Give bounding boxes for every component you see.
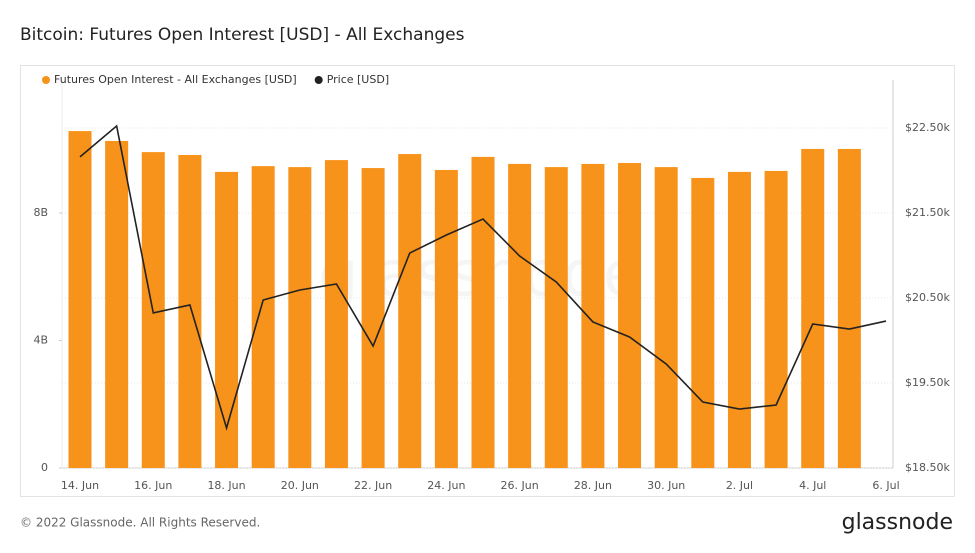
- x-tick-label: 30. Jun: [647, 479, 685, 492]
- x-tick-label: 4. Jul: [799, 479, 826, 492]
- y2-tick-label: $22.50k: [905, 121, 950, 134]
- x-tick-label: 24. Jun: [427, 479, 465, 492]
- legend-marker: [42, 76, 50, 84]
- bar: [68, 131, 92, 469]
- bar: [471, 156, 495, 468]
- y2-tick-label: $20.50k: [905, 291, 950, 304]
- bar: [105, 140, 129, 468]
- bar: [178, 154, 202, 469]
- y2-tick-label: $21.50k: [905, 206, 950, 219]
- bar: [251, 166, 275, 469]
- bar: [508, 163, 532, 468]
- bar: [654, 167, 678, 468]
- y2-tick-label: $18.50k: [905, 461, 950, 474]
- bar: [434, 169, 458, 468]
- x-tick-label: 26. Jun: [501, 479, 539, 492]
- x-tick-label: 18. Jun: [207, 479, 245, 492]
- y-tick-label: 4B: [33, 334, 48, 347]
- y2-tick-label: $19.50k: [905, 376, 950, 389]
- y-tick-label: 0: [41, 461, 48, 474]
- brand-logo: glassnode: [842, 510, 953, 535]
- bar: [215, 171, 239, 468]
- bar: [581, 163, 605, 468]
- bar: [544, 167, 568, 468]
- chart-title: Bitcoin: Futures Open Interest [USD] - A…: [20, 25, 465, 45]
- bar: [801, 148, 825, 468]
- legend-marker: [314, 76, 323, 84]
- bar: [691, 177, 715, 468]
- x-tick-label: 28. Jun: [574, 479, 612, 492]
- legend-label: Futures Open Interest - All Exchanges [U…: [54, 73, 297, 86]
- x-tick-label: 22. Jun: [354, 479, 392, 492]
- x-tick-label: 2. Jul: [726, 479, 753, 492]
- bar: [324, 160, 348, 468]
- bar: [288, 167, 312, 468]
- bar: [727, 171, 751, 468]
- x-tick-label: 20. Jun: [281, 479, 319, 492]
- x-tick-label: 6. Jul: [872, 479, 899, 492]
- x-tick-label: 14. Jun: [61, 479, 99, 492]
- bar: [618, 162, 642, 469]
- bar: [837, 148, 861, 468]
- footer: © 2022 Glassnode. All Rights Reserved.: [20, 516, 260, 530]
- bar: [361, 168, 385, 468]
- y-tick-label: 8B: [33, 206, 48, 219]
- bar: [398, 154, 422, 468]
- x-tick-label: 16. Jun: [134, 479, 172, 492]
- bar: [764, 170, 788, 469]
- chart-frame: [20, 65, 955, 497]
- price-line: [79, 124, 887, 431]
- legend-label: Price [USD]: [327, 73, 389, 86]
